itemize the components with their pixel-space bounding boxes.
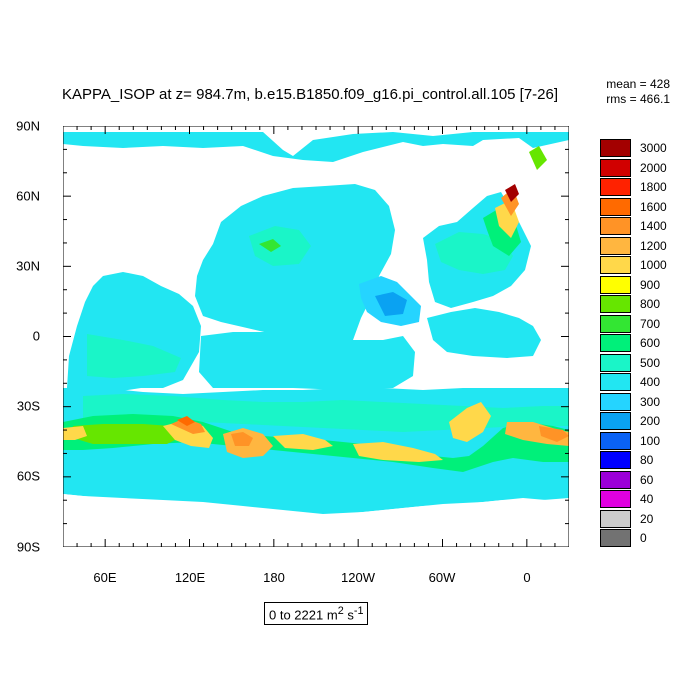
range-units-s: s <box>347 607 354 623</box>
lon-label-60e: 60E <box>93 570 117 585</box>
legend-label-600: 600 <box>640 336 661 350</box>
ocean-fields <box>63 132 569 547</box>
legend-label-700: 700 <box>640 316 661 331</box>
plot-title: KAPPA_ISOP at z= 984.7m, b.e15.B1850.f09… <box>62 86 559 103</box>
map-plot <box>63 126 569 547</box>
legend-label-900: 900 <box>640 277 661 292</box>
legend-swatch-2 <box>600 178 631 196</box>
legend-swatch-5 <box>600 236 631 255</box>
legend-label-80: 80 <box>640 453 654 467</box>
legend-swatch-14 <box>600 412 631 430</box>
lat-label-90s: 90S <box>16 539 40 555</box>
legend-swatch-17 <box>600 470 631 489</box>
legend-label-3000: 3000 <box>640 141 667 155</box>
legend-label-20: 20 <box>640 511 654 526</box>
legend-label-60: 60 <box>640 472 654 487</box>
stats-box: mean = 428 rms = 466.1 <box>606 77 670 107</box>
legend-swatch-0 <box>600 139 631 157</box>
lat-label-90n: 90N <box>16 118 40 134</box>
legend-label-1200: 1200 <box>640 238 667 253</box>
legend-swatch-7 <box>600 275 631 294</box>
legend-label-400: 400 <box>640 375 661 389</box>
lon-label-0: 0 <box>523 570 531 585</box>
legend-swatch-19 <box>600 509 631 528</box>
legend-label-1000: 1000 <box>640 258 667 272</box>
lat-label-0: 0 <box>32 328 40 344</box>
lon-label-120w: 120W <box>341 570 375 585</box>
legend-swatch-13 <box>600 392 631 411</box>
legend-swatch-18 <box>600 490 631 508</box>
legend-label-1400: 1400 <box>640 219 667 233</box>
lat-label-30s: 30S <box>16 398 40 414</box>
lat-label-60s: 60S <box>16 468 40 484</box>
legend-swatch-9 <box>600 314 631 333</box>
legend-swatch-10 <box>600 334 631 352</box>
legend-swatch-16 <box>600 451 631 469</box>
legend-label-800: 800 <box>640 297 661 311</box>
lat-label-30n: 30N <box>16 258 40 274</box>
legend-label-500: 500 <box>640 355 661 370</box>
legend-label-2000: 2000 <box>640 160 667 175</box>
range-value: 0 to 2221 <box>269 607 324 623</box>
legend-swatch-6 <box>600 256 631 274</box>
legend-swatch-12 <box>600 373 631 391</box>
legend-label-0: 0 <box>640 531 647 545</box>
legend-swatch-11 <box>600 353 631 372</box>
legend-label-40: 40 <box>640 492 654 506</box>
legend-swatch-15 <box>600 431 631 450</box>
range-units-sup2: -1 <box>353 605 364 617</box>
legend-swatch-8 <box>600 295 631 313</box>
range-units-sup1: 2 <box>337 605 344 617</box>
mean-value: mean = 428 <box>606 77 670 91</box>
legend-label-1800: 1800 <box>640 180 667 194</box>
tick-marks <box>63 126 569 547</box>
lon-label-120e: 120E <box>174 570 206 585</box>
legend-label-100: 100 <box>640 433 661 448</box>
lon-label-60w: 60W <box>428 570 456 585</box>
range-units-base: m <box>326 607 338 623</box>
legend-label-1600: 1600 <box>640 199 667 214</box>
legend-swatch-1 <box>600 158 631 177</box>
legend-label-200: 200 <box>640 414 661 428</box>
lat-label-60n: 60N <box>16 188 40 204</box>
range-label: 0 to 2221 m2 s-1 <box>264 602 369 626</box>
lon-label-180: 180 <box>263 570 285 585</box>
legend-swatch-4 <box>600 217 631 235</box>
legend-swatch-20 <box>600 529 631 547</box>
legend-swatch-3 <box>600 197 631 216</box>
legend-label-300: 300 <box>640 394 661 409</box>
rms-value: rms = 466.1 <box>606 92 670 106</box>
